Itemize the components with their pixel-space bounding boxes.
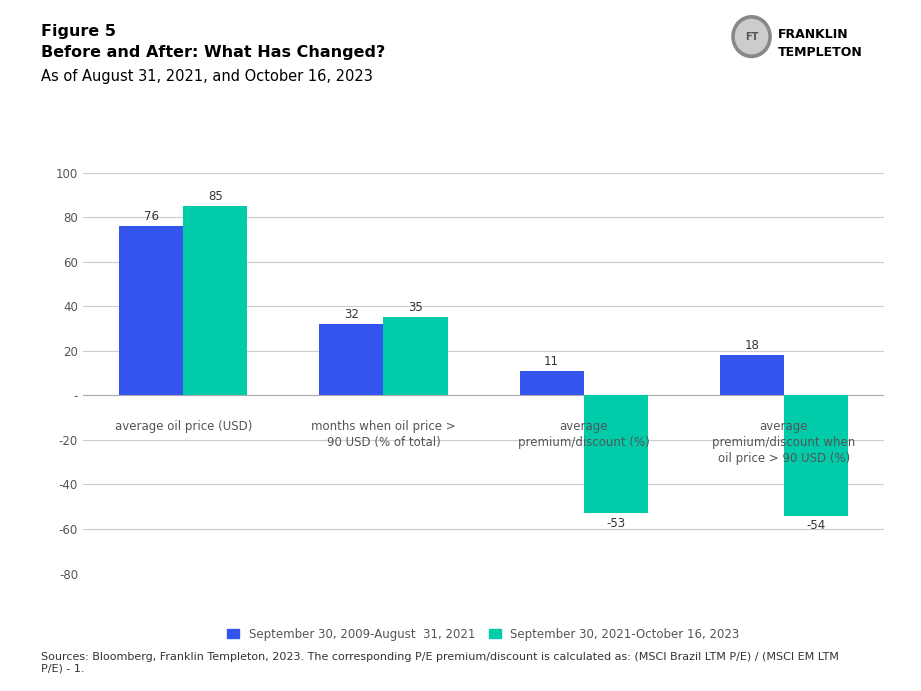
Text: 35: 35 xyxy=(408,301,423,314)
Text: 76: 76 xyxy=(144,210,158,223)
Text: As of August 31, 2021, and October 16, 2023: As of August 31, 2021, and October 16, 2… xyxy=(41,69,373,84)
Text: FT: FT xyxy=(745,32,758,41)
Text: 85: 85 xyxy=(208,190,223,203)
Bar xyxy=(719,355,784,395)
Text: 32: 32 xyxy=(344,307,359,321)
Legend: September 30, 2009-August  31, 2021, September 30, 2021-October 16, 2023: September 30, 2009-August 31, 2021, Sept… xyxy=(223,623,744,646)
Text: average
premium/discount (%): average premium/discount (%) xyxy=(518,420,649,449)
Bar xyxy=(320,324,383,395)
Bar xyxy=(383,317,448,395)
Text: -54: -54 xyxy=(806,519,825,532)
Text: average
premium/discount when
oil price > 90 USD (%): average premium/discount when oil price … xyxy=(712,420,856,465)
Text: FRANKLIN
TEMPLETON: FRANKLIN TEMPLETON xyxy=(778,28,863,59)
Bar xyxy=(519,371,584,395)
Text: -53: -53 xyxy=(606,517,625,530)
Bar xyxy=(183,206,248,395)
Bar xyxy=(584,395,647,513)
Bar xyxy=(120,226,183,395)
Circle shape xyxy=(731,15,772,58)
Text: Figure 5: Figure 5 xyxy=(41,24,116,39)
Text: months when oil price >
90 USD (% of total): months when oil price > 90 USD (% of tot… xyxy=(311,420,456,449)
Text: Sources: Bloomberg, Franklin Templeton, 2023. The corresponding P/E premium/disc: Sources: Bloomberg, Franklin Templeton, … xyxy=(41,652,839,674)
Bar xyxy=(784,395,847,515)
Text: average oil price (USD): average oil price (USD) xyxy=(114,420,252,433)
Circle shape xyxy=(735,19,768,55)
Text: Before and After: What Has Changed?: Before and After: What Has Changed? xyxy=(41,45,386,60)
Text: 11: 11 xyxy=(544,354,559,368)
Text: 18: 18 xyxy=(744,339,759,352)
